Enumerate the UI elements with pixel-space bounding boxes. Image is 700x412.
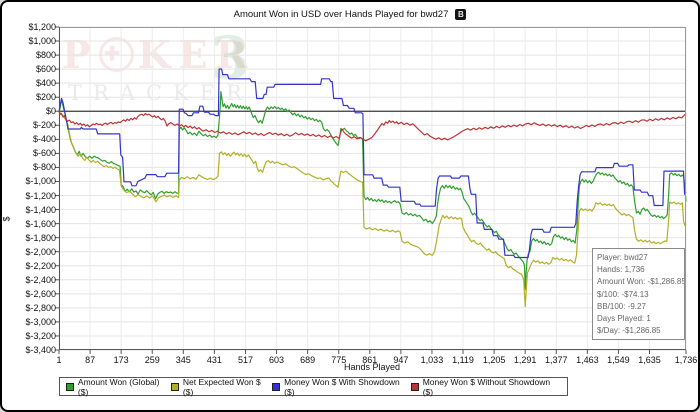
stat-line: Amount Won: -$1,286.85 [597,277,685,287]
stat-line: Player: bwd27 [597,253,648,262]
x-tick-label: 1,635 [638,355,661,365]
x-tick-label: 517 [237,355,253,365]
x-tick-label: 1,291 [513,355,537,365]
y-tick-label: $-1,400 [25,204,56,215]
x-tick-label: 1,377 [544,355,568,365]
x-tick-label: 87 [85,355,96,365]
y-tick-label: $1,200 [28,22,56,32]
x-tick-label: 431 [206,355,222,365]
y-tick-label: $1,000 [28,36,56,47]
y-tick-label: $-1,200 [25,190,56,201]
legend: Amount Won (Global) ($) Net Expected Won … [59,376,568,397]
legend-item-label: Net Expected Won $ ($) [182,376,261,397]
currency-toggle-icon[interactable]: B [455,9,467,20]
y-tick-label: $-3,400 [25,345,56,355]
x-tick-label: 947 [393,355,409,365]
x-tick-label: 1,033 [420,355,444,365]
x-tick-label: 1,736 [674,355,698,365]
x-tick-label: 345 [175,355,191,365]
stat-line: $/100: -$74.13 [597,289,649,299]
legend-item: Amount Won (Global) ($) [66,377,171,397]
y-tick-label: $-1,600 [25,218,56,229]
y-tick-label: $-1,800 [25,232,56,243]
y-tick-label: $-2,000 [25,246,56,257]
x-tick-label: 1,205 [482,355,506,365]
legend-item: Money Won $ With Showdown ($) [272,377,411,397]
series-line-3 [58,111,687,142]
y-tick-label: $-200 [32,120,56,131]
x-tick-label: 1,549 [607,355,630,365]
y-tick-label: $400 [35,78,56,89]
plot-canvas [55,26,687,354]
stat-line: Days Played: 1 [597,314,651,324]
x-tick-label: 1 [56,355,62,365]
stat-line: Hands: 1,736 [597,265,645,275]
y-tick-label: $-800 [32,162,56,173]
stats-box: Player: bwd27 Hands: 1,736 Amount Won: -$1… [592,248,685,340]
x-tick-label: 775 [331,355,347,365]
y-tick-label: $-1,000 [25,176,56,187]
series-line-2 [58,68,687,259]
legend-swatch-icon [272,382,281,391]
y-tick-label: $-600 [32,148,56,159]
chart-header: Amount Won in USD over Hands Played for … [2,9,698,20]
legend-item-label: Amount Won (Global) ($) [77,376,160,397]
legend-item: Net Expected Won $ ($) [170,376,272,397]
legend-swatch-icon [66,382,74,391]
x-tick-label: 689 [300,355,316,365]
y-tick-label: $-2,400 [25,274,56,285]
x-tick-label: 1,463 [576,355,599,365]
legend-swatch-icon [410,382,419,391]
series-line-1 [58,110,687,308]
x-tick-label: 173 [113,355,129,365]
chart-title: Amount Won in USD over Hands Played for … [233,9,449,20]
x-tick-label: 861 [362,355,378,365]
stat-line: BB/100: -9.27 [597,301,646,311]
x-tick-label: 1,119 [452,355,474,365]
y-tick-label: $-400 [32,134,56,145]
stat-line: $/Day: -$1,286.85 [597,326,661,336]
y-tick-label: $200 [35,92,56,103]
legend-swatch-icon [170,382,179,391]
y-tick-label: $-2,200 [25,260,56,271]
y-tick-label: $-3,000 [25,316,56,327]
series-line-0 [58,90,687,291]
x-tick-label: 259 [144,355,160,365]
y-tick-label: $-2,800 [25,302,56,313]
y-axis-title: $ [1,216,12,222]
x-axis-title: Hands Played [343,362,401,372]
x-tick-label: 603 [269,355,285,365]
y-tick-label: $-2,600 [25,288,56,299]
y-tick-label: $800 [35,50,56,61]
y-tick-label: $0 [45,106,56,117]
y-tick-label: $600 [35,64,56,75]
legend-item-label: Money Won $ With Showdown ($) [284,376,400,397]
legend-item-label: Money Won $ Without Showdown ($) [422,376,551,397]
legend-item: Money Won $ Without Showdown ($) [410,376,561,397]
y-tick-label: $-3,200 [25,330,56,341]
